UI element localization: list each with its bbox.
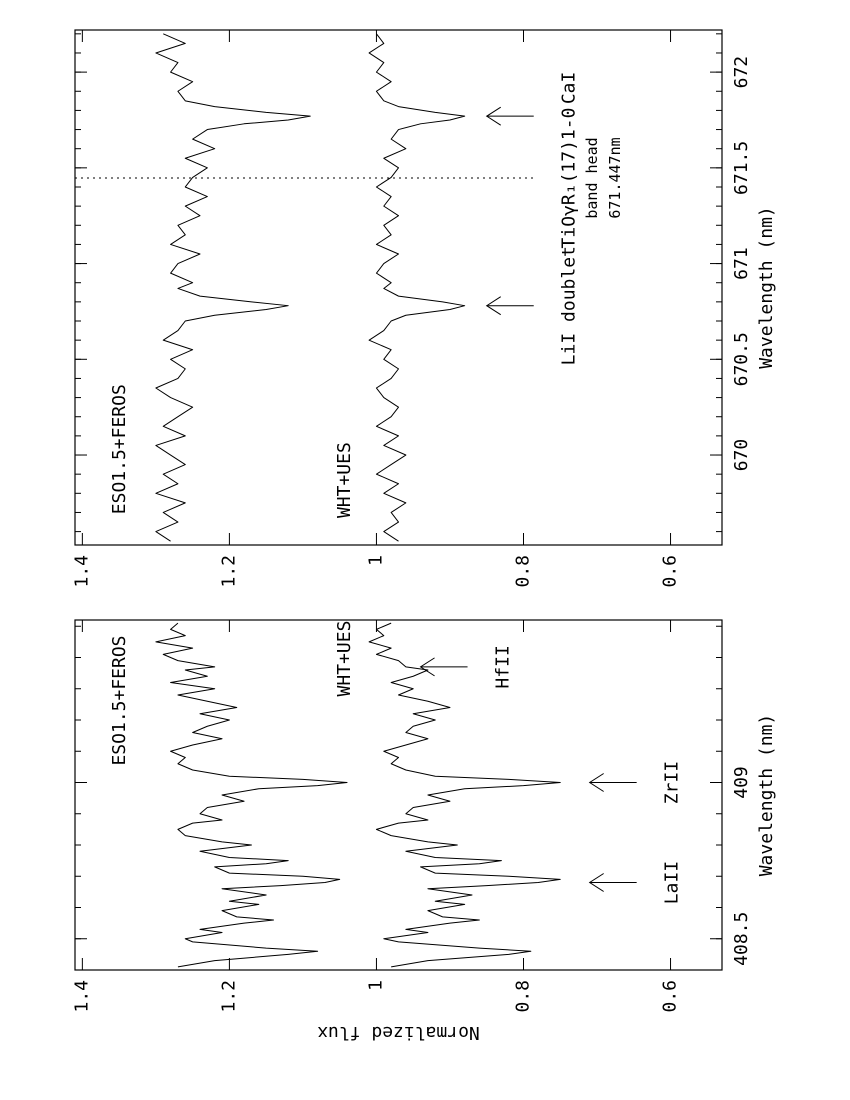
y-tick-label: 0.8 bbox=[512, 980, 533, 1013]
plot-frame bbox=[74, 619, 723, 971]
x-tick-label: 671 bbox=[731, 247, 752, 280]
annotation-label: LiI doublet bbox=[559, 246, 580, 365]
spectrum-line bbox=[155, 622, 348, 968]
band-head-label: 671.447nm bbox=[606, 137, 624, 218]
annotation-label: HfII bbox=[493, 645, 514, 688]
x-tick-label: 672 bbox=[731, 56, 752, 89]
arrow-head bbox=[588, 873, 604, 892]
x-axis-title: Wavelength (nm) bbox=[756, 714, 777, 877]
arrow-head bbox=[419, 657, 435, 677]
band-head-text: band head bbox=[583, 137, 601, 218]
x-tick-label: 670.5 bbox=[731, 332, 752, 386]
annotation-label: ZrII bbox=[662, 761, 683, 804]
plot-frame bbox=[74, 29, 723, 546]
y-tick-label: 0.6 bbox=[660, 980, 681, 1013]
y-tick-label: 1 bbox=[365, 980, 386, 991]
spectrum-line bbox=[368, 622, 561, 968]
y-tick-label: 1.2 bbox=[218, 555, 239, 588]
x-tick-label: 409 bbox=[731, 766, 752, 799]
spectrum-line bbox=[368, 33, 466, 542]
series-label: WHT+UES bbox=[334, 621, 355, 697]
y-tick-label: 1.2 bbox=[218, 980, 239, 1013]
x-tick-label: 670 bbox=[731, 439, 752, 472]
y-tick-label: 1.4 bbox=[71, 555, 92, 588]
x-tick-label: 671.5 bbox=[731, 141, 752, 195]
y-tick-label: 0.6 bbox=[660, 555, 681, 588]
annotation-label: LaII bbox=[662, 861, 683, 904]
y-tick-label: 0.8 bbox=[512, 555, 533, 588]
series-label: ESO1.5+FEROS bbox=[109, 384, 130, 514]
y-tick-label: 1 bbox=[365, 555, 386, 566]
spectrum-line bbox=[155, 33, 311, 542]
x-tick-label: 408.5 bbox=[731, 912, 752, 966]
band-head-text: TiOγR₁(17)1-0 bbox=[559, 108, 580, 249]
x-axis-title: Wavelength (nm) bbox=[756, 206, 777, 369]
arrow-head bbox=[485, 296, 501, 316]
series-label: ESO1.5+FEROS bbox=[109, 635, 130, 765]
y-axis-title: Normalized flux bbox=[317, 1022, 480, 1043]
arrow-head bbox=[588, 773, 604, 792]
y-tick-label: 1.4 bbox=[71, 980, 92, 1013]
series-label: WHT+UES bbox=[334, 442, 355, 518]
annotation-label: CaI bbox=[559, 72, 580, 105]
arrow-head bbox=[485, 106, 501, 126]
